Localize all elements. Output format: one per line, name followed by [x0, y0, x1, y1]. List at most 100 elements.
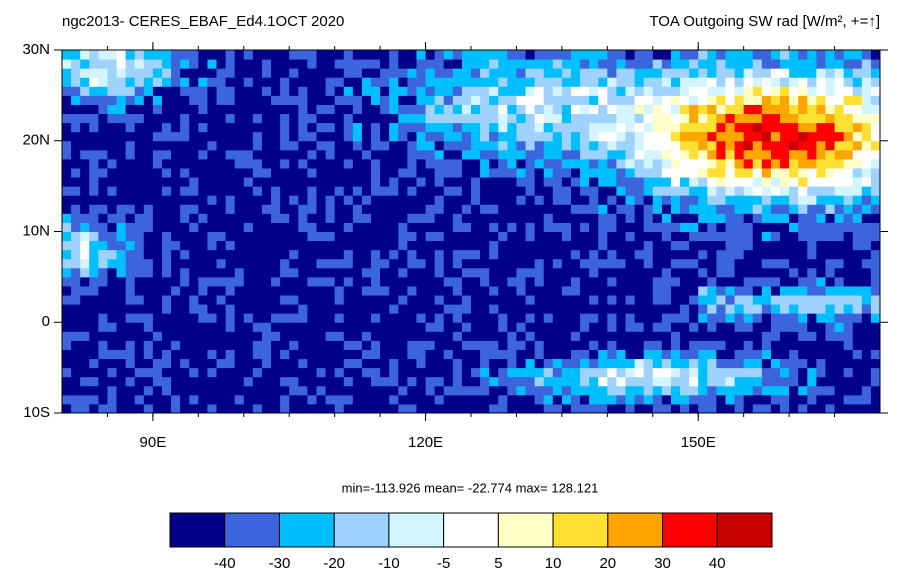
map-cell	[870, 50, 881, 60]
map-cell	[125, 276, 136, 287]
map-cell	[661, 249, 672, 260]
map-cell	[861, 322, 872, 332]
map-cell	[561, 68, 572, 78]
map-cell	[598, 376, 608, 387]
map-cell	[725, 349, 736, 360]
map-cell	[589, 285, 599, 296]
map-cell	[525, 295, 536, 305]
map-cell	[380, 304, 390, 314]
map-cell	[198, 376, 208, 387]
map-cell	[734, 313, 745, 323]
map-cell	[380, 86, 390, 96]
map-cell	[89, 195, 99, 205]
map-cell	[516, 267, 527, 278]
map-cell	[734, 140, 745, 151]
map-cell	[707, 213, 717, 223]
map-cell	[398, 131, 408, 142]
map-cell	[770, 222, 781, 232]
map-cell	[171, 349, 181, 360]
map-cell	[407, 149, 417, 160]
map-cell	[252, 267, 263, 278]
map-cell	[334, 322, 345, 332]
map-cell	[425, 113, 436, 124]
map-cell	[561, 95, 572, 105]
map-cell	[461, 349, 472, 360]
map-cell	[698, 113, 708, 124]
map-cell	[480, 77, 490, 87]
map-cell	[207, 186, 218, 196]
map-cell	[689, 95, 699, 105]
map-cell	[807, 231, 817, 242]
map-cell	[761, 50, 772, 60]
map-cell	[661, 186, 672, 196]
map-cell	[152, 340, 163, 350]
map-cell	[325, 149, 336, 160]
map-cell	[343, 50, 354, 60]
map-cell	[643, 113, 654, 124]
map-cell	[589, 385, 599, 396]
map-cell	[280, 331, 290, 341]
map-cell	[80, 285, 90, 296]
map-cell	[361, 149, 372, 160]
map-cell	[643, 258, 654, 269]
colorbar-box	[169, 512, 226, 548]
map-cell	[570, 376, 581, 387]
map-cell	[80, 104, 90, 115]
map-cell	[416, 59, 427, 69]
map-cell	[798, 295, 808, 305]
map-cell	[234, 304, 245, 314]
map-cell	[471, 276, 481, 287]
map-cell	[616, 367, 627, 378]
map-cell	[261, 177, 272, 187]
map-cell	[189, 258, 199, 269]
map-cell	[207, 358, 218, 369]
map-cell	[661, 376, 672, 387]
map-cell	[870, 385, 881, 396]
map-cell	[852, 195, 863, 205]
map-cell	[707, 59, 717, 69]
map-cell	[570, 285, 581, 296]
map-cell	[62, 50, 72, 60]
map-cell	[670, 158, 681, 169]
map-cell	[543, 394, 554, 405]
map-cell	[816, 258, 826, 269]
map-cell	[816, 68, 826, 78]
map-cell	[298, 276, 308, 287]
map-cell	[707, 131, 717, 142]
map-cell	[234, 131, 245, 142]
map-cell	[307, 240, 317, 251]
map-cell	[434, 258, 445, 269]
map-cell	[698, 285, 708, 296]
map-cell	[198, 313, 208, 323]
colorbar-box	[278, 512, 335, 548]
map-cell	[134, 186, 145, 196]
map-cell	[589, 104, 599, 115]
map-cell	[516, 68, 527, 78]
map-cell	[589, 231, 599, 242]
map-cell	[552, 95, 563, 105]
map-cell	[752, 267, 763, 278]
map-cell	[834, 167, 845, 178]
map-cell	[516, 186, 527, 196]
map-cell	[534, 131, 545, 142]
map-cell	[798, 122, 808, 133]
map-cell	[761, 358, 772, 369]
map-cell	[698, 77, 708, 87]
map-cell	[761, 222, 772, 232]
map-cell	[207, 158, 218, 169]
map-cell	[616, 358, 627, 369]
map-cell	[334, 267, 345, 278]
map-cell	[761, 77, 772, 87]
map-cell	[234, 258, 245, 269]
map-cell	[416, 304, 427, 314]
map-cell	[725, 195, 736, 205]
map-cell	[62, 95, 72, 105]
map-cell	[371, 158, 381, 169]
map-cell	[634, 204, 645, 214]
map-cell	[689, 104, 699, 115]
map-cell	[616, 376, 627, 387]
map-cell	[298, 304, 308, 314]
map-cell	[616, 403, 627, 414]
map-cell	[89, 285, 99, 296]
map-cell	[234, 213, 245, 223]
